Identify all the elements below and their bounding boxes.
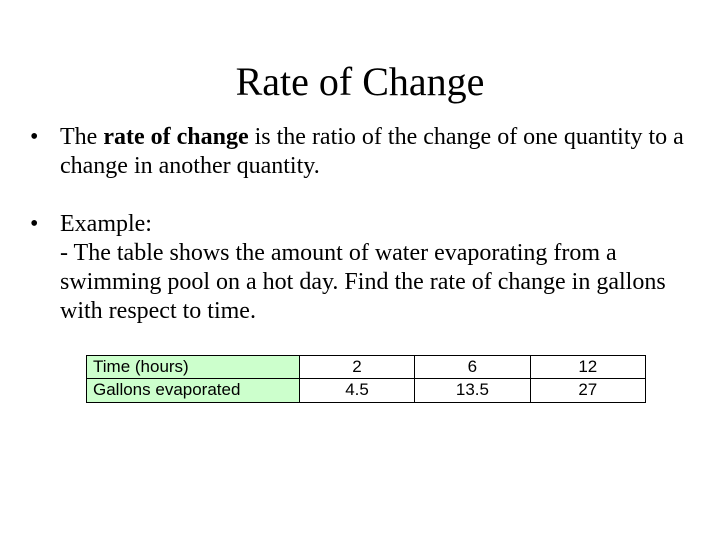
slide-title: Rate of Change	[28, 0, 692, 123]
data-table: Time (hours) 2 6 12 Gallons evaporated 4…	[86, 355, 646, 403]
table-cell: 12	[530, 355, 645, 379]
row-header-time: Time (hours)	[87, 355, 300, 379]
example-label: Example:	[60, 211, 152, 237]
bullet-dot: •	[28, 210, 60, 327]
table-cell: 2	[299, 355, 414, 379]
bullet-text: Example: - The table shows the amount of…	[60, 210, 692, 327]
table-row: Time (hours) 2 6 12	[87, 355, 646, 379]
row-header-gallons: Gallons evaporated	[87, 379, 300, 403]
example-sub: - The table shows the amount of water ev…	[60, 240, 666, 325]
table-cell: 6	[415, 355, 530, 379]
data-table-wrap: Time (hours) 2 6 12 Gallons evaporated 4…	[86, 355, 646, 403]
bullet-dot: •	[28, 123, 60, 182]
def-bold: rate of change	[103, 124, 248, 150]
slide-body: • The rate of change is the ratio of the…	[28, 123, 692, 403]
table-row: Gallons evaporated 4.5 13.5 27	[87, 379, 646, 403]
table-cell: 13.5	[415, 379, 530, 403]
table-cell: 27	[530, 379, 645, 403]
def-pre: The	[60, 124, 103, 150]
bullet-text: The rate of change is the ratio of the c…	[60, 123, 692, 182]
bullet-example: • Example: - The table shows the amount …	[28, 210, 692, 327]
table-cell: 4.5	[299, 379, 414, 403]
slide: Rate of Change • The rate of change is t…	[0, 0, 720, 540]
bullet-definition: • The rate of change is the ratio of the…	[28, 123, 692, 182]
